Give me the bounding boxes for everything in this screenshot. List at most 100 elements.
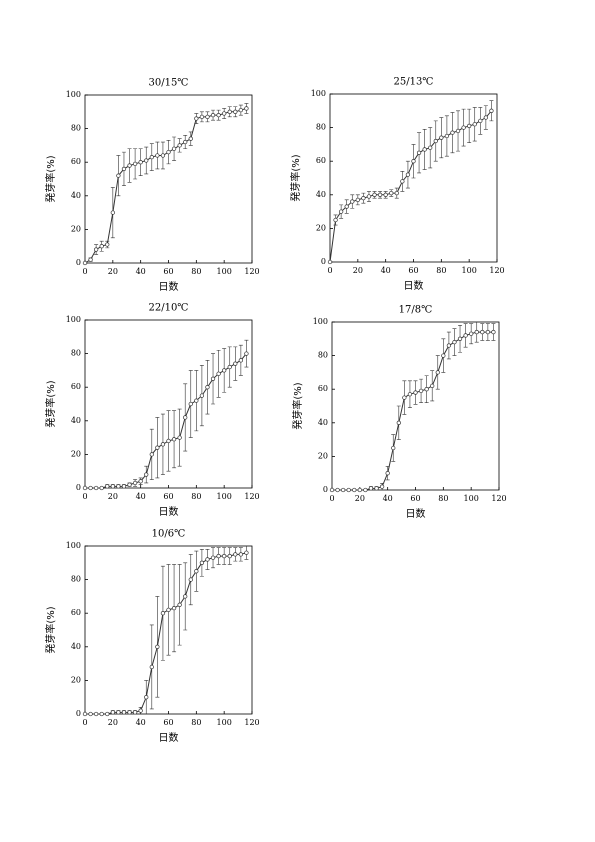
data-point [149,452,154,457]
x-tick-label: 60 [410,494,420,503]
data-point [155,644,160,649]
x-axis-label: 日数 [159,280,179,293]
y-tick-label: 60 [71,382,81,391]
data-point [400,179,405,184]
y-tick-label: 40 [316,190,326,199]
data-point [199,114,205,119]
data-point [233,361,238,366]
data-point [374,486,379,491]
x-tick-label: 0 [329,494,334,503]
data-point [361,196,366,201]
error-bars [85,339,249,488]
data-point [450,130,455,135]
data-point [467,123,472,129]
data-point [435,370,440,375]
data-point [194,116,199,121]
data-point [355,197,360,202]
x-tick-label: 20 [108,492,118,501]
y-tick-label: 100 [313,317,328,326]
data-point [121,710,127,715]
data-point [372,192,377,197]
data-point [357,487,362,493]
y-tick-label: 80 [71,124,81,133]
data-point [132,710,138,715]
x-tick-label: 60 [163,492,173,501]
chart: 17/8℃ 日数 発芽率(%) 0 20 40 60 80 100 0 20 40 60 80 100 120 [291,305,507,521]
x-axis-label: 日数 [406,507,426,520]
x-tick-label: 120 [244,267,259,276]
x-axis-label: 日数 [159,505,179,518]
data-point [227,553,232,559]
y-axis-label: 発芽率(%) [44,380,57,427]
x-tick-label: 120 [244,718,259,727]
data-point [489,108,494,113]
y-tick-label: 0 [76,258,81,267]
chart-title: 25/13℃ [393,77,433,88]
data-point [127,163,132,168]
data-point [333,217,338,223]
data-point [138,160,143,165]
y-tick-label: 100 [66,315,81,324]
data-point [88,711,93,717]
data-point [329,487,335,493]
x-tick-label: 100 [217,718,232,727]
y-tick-label: 20 [71,449,81,458]
data-point [441,353,446,358]
chart: 25/13℃ 日数 発芽率(%) 0 20 40 60 80 100 0 20 40 60 80 100 12… [289,77,505,293]
y-tick-label: 20 [316,223,326,232]
data-point [222,368,227,373]
data-point [88,257,93,262]
y-tick-label: 0 [323,485,328,494]
data-point [199,393,205,398]
data-point [411,159,416,164]
x-tick-label: 100 [217,267,232,276]
data-point [82,485,88,491]
data-point [424,387,429,392]
plot-frame [84,94,253,264]
data-point [227,364,232,370]
data-point [155,445,160,450]
data-point [391,445,396,451]
data-point [127,710,132,715]
y-tick-label: 60 [71,157,81,166]
data-point [457,336,463,341]
y-tick-label: 100 [311,89,326,98]
data-point [363,487,368,493]
data-point [144,472,149,477]
x-tick-label: 80 [191,492,201,501]
data-point [188,136,193,141]
chart: 30/15℃ 日数 発芽率(%) 0 20 40 60 80 100 0 20 40 60 80 100 12… [44,78,260,294]
data-point [138,708,143,713]
data-point [183,139,188,145]
data-point [188,401,193,407]
data-point [238,107,244,113]
data-point [216,113,221,118]
data-point [160,611,166,616]
data-point [116,484,121,489]
y-tick-label: 20 [71,224,81,233]
data-point [194,398,199,403]
data-point [430,383,435,388]
data-point [93,247,99,252]
y-axis-label: 発芽率(%) [289,154,302,201]
x-tick-label: 60 [163,267,173,276]
data-point [383,192,388,197]
x-tick-label: 0 [82,718,87,727]
data-point [452,340,457,345]
data-point [389,190,394,196]
data-point [199,560,205,565]
data-point [350,199,355,204]
data-point [244,106,249,111]
y-tick-label: 40 [71,191,81,200]
data-point [132,480,138,486]
y-tick-label: 80 [71,575,81,584]
data-point [478,118,483,124]
y-tick-label: 60 [318,384,328,393]
data-point [238,358,244,363]
data-line [84,107,247,264]
data-point [105,242,110,247]
data-point [127,482,132,487]
x-tick-label: 20 [108,718,118,727]
data-point [444,133,450,139]
